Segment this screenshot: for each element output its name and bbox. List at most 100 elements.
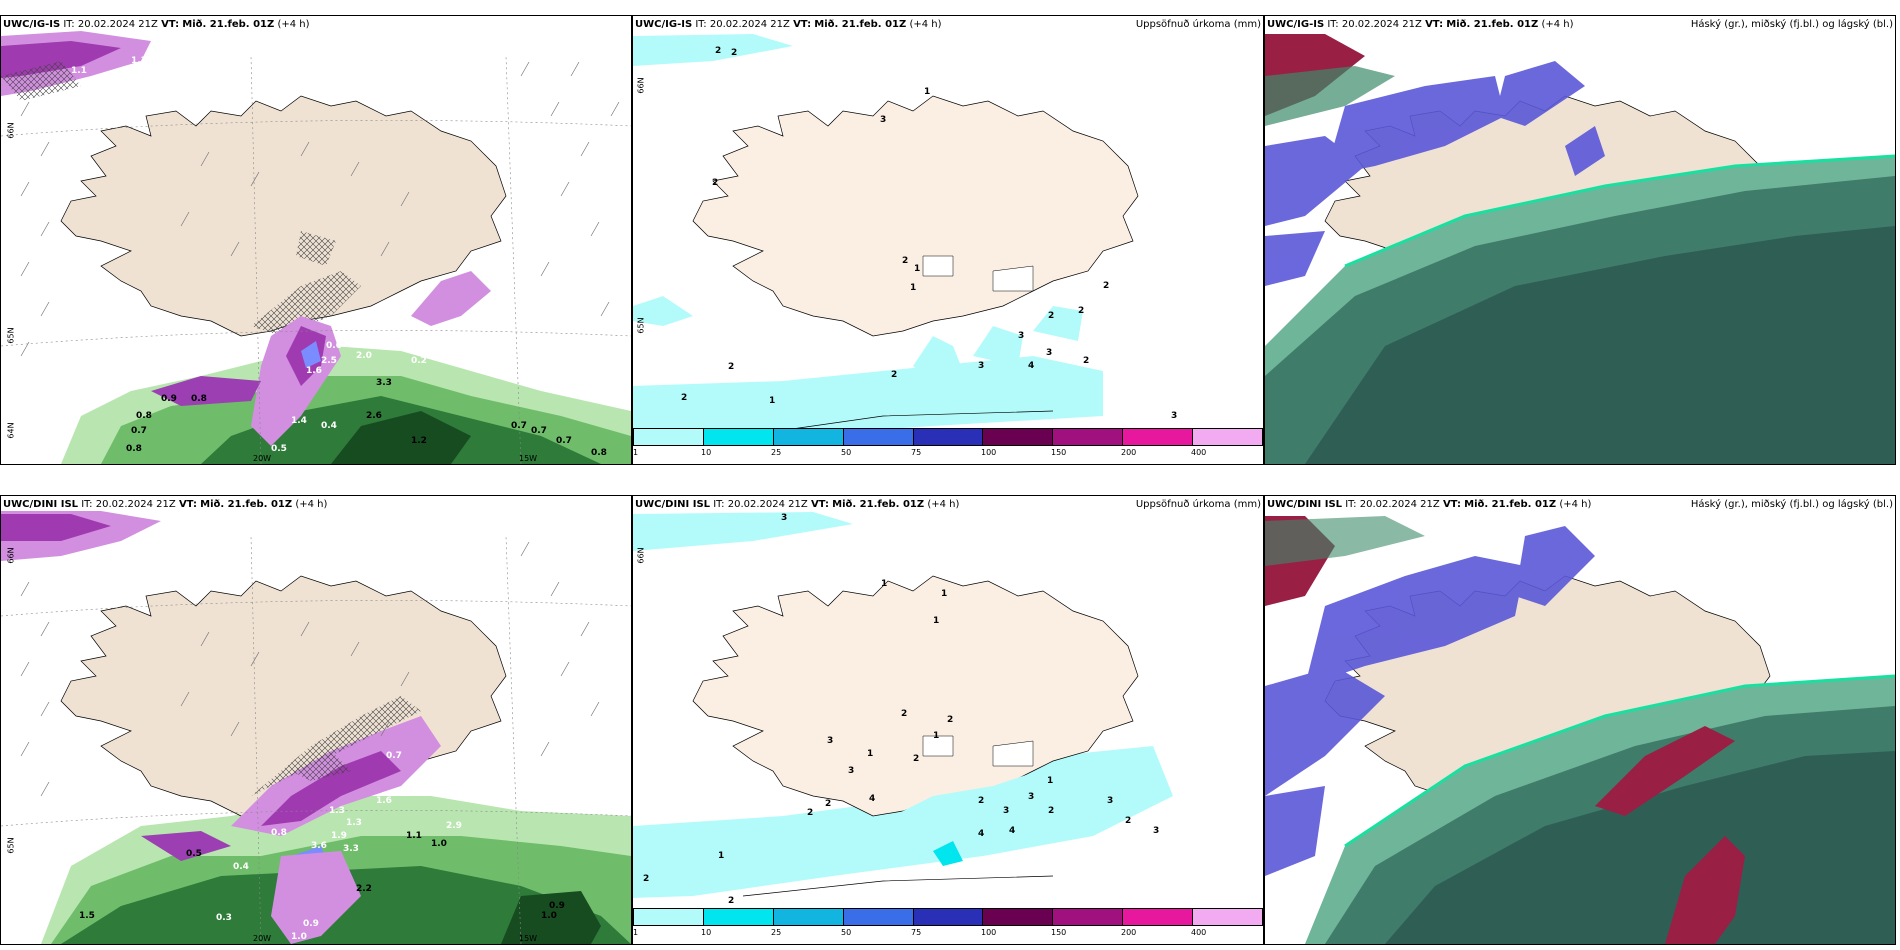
accum-label: 1 xyxy=(867,749,874,759)
colorbar-swatch xyxy=(843,909,914,925)
accum-label: 2 xyxy=(715,46,722,56)
precip-label: 1.3 xyxy=(131,56,147,66)
colorbar-swatch xyxy=(703,909,774,925)
field-title: Uppsöfnuð úrkoma (mm) xyxy=(1135,499,1261,510)
colorbar-swatch xyxy=(773,429,844,445)
lat-label: 66N xyxy=(636,547,646,564)
precip-label: 1.9 xyxy=(331,831,347,841)
lon-label: 15W xyxy=(519,454,538,463)
lat-label: 66N xyxy=(6,122,16,139)
forecast-offset: (+4 h) xyxy=(1559,499,1592,510)
precip-label: 1.6 xyxy=(306,366,322,376)
colorbar-tick: 1 xyxy=(633,448,639,457)
accum-label: 1 xyxy=(881,579,888,589)
accum-label: 2 xyxy=(978,796,985,806)
model-name: UWC/IG-IS xyxy=(635,19,693,30)
precip-label: 2.0 xyxy=(356,351,372,361)
model-name: UWC/DINI ISL xyxy=(1267,499,1343,510)
accum-label: 2 xyxy=(728,362,735,372)
accum-label: 2 xyxy=(913,754,920,764)
colorbar-tick: 200 xyxy=(1121,448,1137,457)
colorbar-swatch xyxy=(1123,909,1194,925)
lon-label: 20W xyxy=(253,454,272,463)
precip-label: 1.4 xyxy=(291,416,307,426)
precip-label: 0.6 xyxy=(326,341,342,351)
colorbar-swatch xyxy=(1053,909,1124,925)
map-panel-wind-precip-dini: UWC/DINI ISL IT: 20.02.2024 21Z VT: Mið.… xyxy=(0,495,632,945)
field-title: Háský (gr.), miðský (fj.bl.) og lágský (… xyxy=(1690,499,1893,510)
precip-label: 0.8 xyxy=(136,411,152,421)
lat-label: 65N xyxy=(6,837,16,854)
precip-label: 0.8 xyxy=(591,448,607,458)
accum-label: 3 xyxy=(1018,331,1025,341)
precip-label: 1.0 xyxy=(431,839,447,849)
precip-label: 0.8 xyxy=(126,444,142,454)
accum-label: 2 xyxy=(681,393,688,403)
colorbar-swatch xyxy=(913,429,984,445)
accum-label: 1 xyxy=(769,396,776,406)
precip-label: 3.3 xyxy=(343,844,359,854)
map-panel-clouds-dini: UWC/DINI ISL IT: 20.02.2024 21Z VT: Mið.… xyxy=(1264,495,1896,945)
precip-label: 0.3 xyxy=(216,913,232,923)
colorbar-tick: 50 xyxy=(841,448,852,457)
accum-label: 2 xyxy=(947,715,954,725)
cloud-cover-map xyxy=(1265,16,1895,464)
accum-label: 4 xyxy=(1009,826,1016,836)
precip-label: 2.2 xyxy=(356,884,372,894)
colorbar-swatch xyxy=(1053,429,1124,445)
precip-colorbar: 1 10 25 50 75 100 150 200 400 xyxy=(633,908,1263,944)
forecast-offset: (+4 h) xyxy=(295,499,328,510)
colorbar-tick: 150 xyxy=(1051,928,1067,937)
init-time: 20.02.2024 21Z xyxy=(77,19,158,30)
accum-label: 2 xyxy=(807,808,814,818)
accum-label: 1 xyxy=(910,283,917,293)
precip-label: 0.7 xyxy=(386,751,402,761)
precip-label: 2.5 xyxy=(321,356,337,366)
precip-label: 0.7 xyxy=(511,421,527,431)
accum-label: 1 xyxy=(924,87,931,97)
colorbar-swatch xyxy=(703,429,774,445)
precip-colorbar: 1 10 25 50 75 100 150 200 400 xyxy=(633,428,1263,464)
accum-label: 3 xyxy=(1153,826,1160,836)
precip-label: 1.6 xyxy=(376,796,392,806)
colorbar-tick: 75 xyxy=(911,928,922,937)
precip-label: 0.9 xyxy=(303,919,319,929)
model-name: UWC/IG-IS xyxy=(3,19,61,30)
precip-label: 0.5 xyxy=(186,849,202,859)
colorbar-swatch xyxy=(843,429,914,445)
colorbar-tick: 400 xyxy=(1191,448,1207,457)
precip-label: 2.6 xyxy=(366,411,382,421)
colorbar-tick: 10 xyxy=(701,928,712,937)
precip-label: 0.9 xyxy=(549,901,565,911)
accum-label: 2 xyxy=(1078,306,1085,316)
accum-label: 3 xyxy=(848,766,855,776)
accum-label: 3 xyxy=(1003,806,1010,816)
colorbar-swatch xyxy=(1193,429,1263,445)
precip-label: 0.4 xyxy=(233,862,249,872)
cloud-cover-map xyxy=(1265,496,1895,944)
precip-label: 0.2 xyxy=(411,356,427,366)
precip-label: 0.7 xyxy=(556,436,572,446)
wind-precip-map xyxy=(1,496,631,944)
accum-label: 2 xyxy=(891,370,898,380)
precip-label: 3.3 xyxy=(376,378,392,388)
colorbar-tick: 400 xyxy=(1191,928,1207,937)
lat-label: 64N xyxy=(6,422,16,439)
accum-label: 4 xyxy=(869,794,876,804)
precip-label: 0.8 xyxy=(191,394,207,404)
precip-label: 0.5 xyxy=(271,444,287,454)
accum-label: 3 xyxy=(827,736,834,746)
forecast-offset: (+4 h) xyxy=(909,19,942,30)
colorbar-swatch xyxy=(983,909,1054,925)
accum-label: 1 xyxy=(718,851,725,861)
forecast-offset: (+4 h) xyxy=(277,19,310,30)
init-time: 20.02.2024 21Z xyxy=(1341,19,1422,30)
model-name: UWC/DINI ISL xyxy=(635,499,711,510)
lat-label: 65N xyxy=(6,327,16,344)
accum-label: 2 xyxy=(643,874,650,884)
model-name: UWC/DINI ISL xyxy=(3,499,79,510)
colorbar-tick: 25 xyxy=(771,448,782,457)
field-title: Háský (gr.), miðský (fj.bl.) og lágský (… xyxy=(1690,19,1893,30)
valid-time: Mið. 21.feb. 01Z xyxy=(182,19,275,30)
accum-label: 2 xyxy=(825,799,832,809)
